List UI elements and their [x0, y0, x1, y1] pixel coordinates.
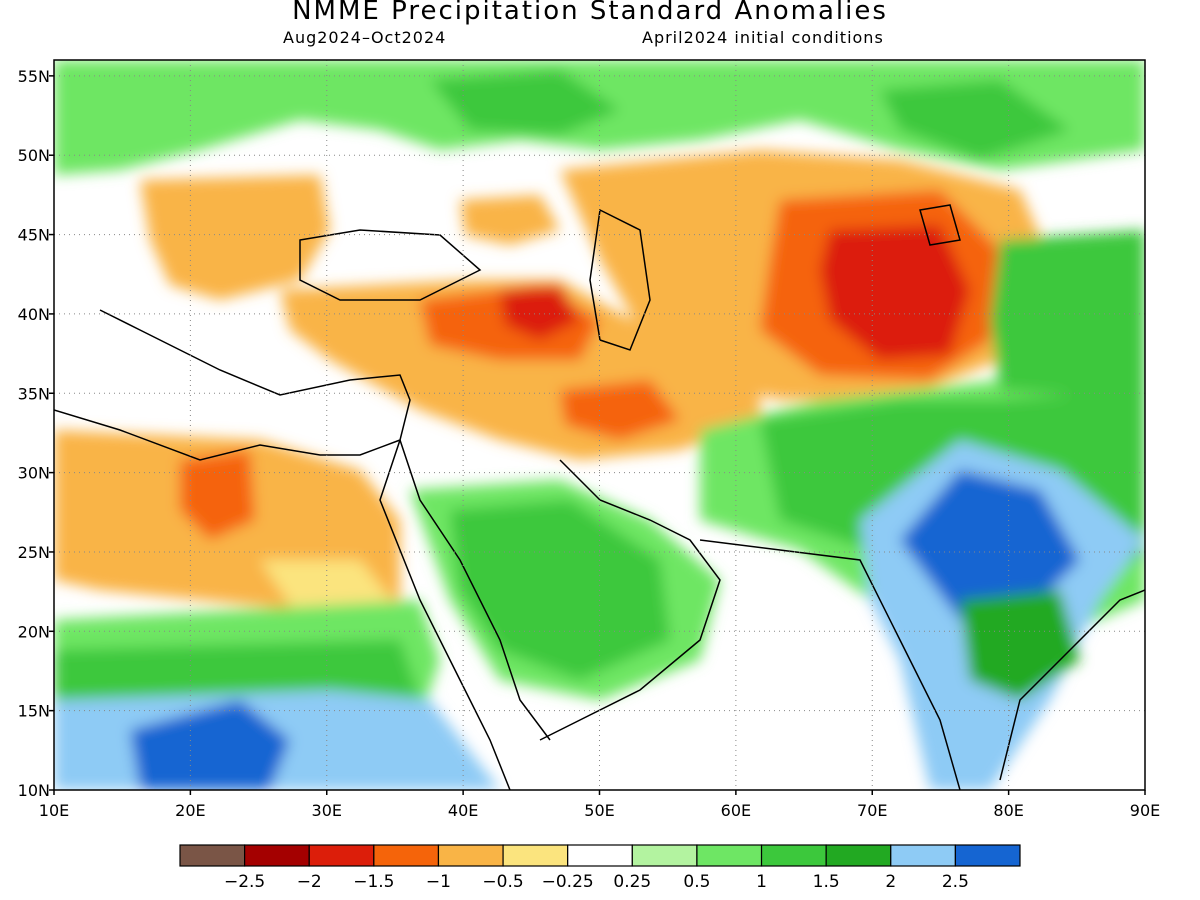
lat-lon-grid [49, 60, 1146, 795]
colorbar-labels: −2.5 −2 −1.5 −1 −0.5 −0.25 0.25 0.5 1 1.5 2 2.5 [224, 872, 969, 892]
colorbar-label: 1.5 [813, 872, 840, 892]
colorbar-label: −2 [297, 872, 322, 892]
lon-tick-label: 90E [1130, 801, 1160, 820]
colorbar-label: 0.25 [613, 872, 651, 892]
lat-tick-label: 55N [18, 67, 50, 86]
colorbar-label: 2.5 [942, 872, 969, 892]
colorbar-swatch [890, 844, 956, 867]
lat-tick-label: 10N [18, 781, 50, 800]
central-asia-core-dry-area [820, 225, 970, 360]
lat-tick-label: 35N [18, 384, 50, 403]
colorbar-label: −0.5 [482, 872, 523, 892]
colorbar-label: 2 [885, 872, 896, 892]
anomaly-field [54, 60, 1145, 790]
colorbar-label: −0.25 [542, 872, 594, 892]
lat-tick-label: 15N [18, 702, 50, 721]
tibet-wet-area [990, 230, 1145, 400]
balkans-dry-area [140, 175, 330, 300]
lat-tick-label: 20N [18, 622, 50, 641]
map-title: NMME Precipitation Standard Anomalies [292, 0, 888, 26]
east-india-wet-area [960, 590, 1080, 700]
chad-core-wet-area [130, 700, 290, 790]
lat-tick-label: 45N [18, 226, 50, 245]
lon-tick-label: 70E [857, 801, 887, 820]
lon-tick-label: 60E [721, 801, 751, 820]
colorbar-swatch [631, 844, 698, 867]
turkey-iran-drier-area [420, 285, 680, 440]
colorbar-label: −2.5 [224, 872, 265, 892]
map-frame [53, 59, 1146, 791]
colorbar-swatch [502, 844, 569, 867]
colorbar-swatch [437, 844, 504, 867]
coastlines [54, 204, 1145, 790]
lon-tick-label: 30E [312, 801, 342, 820]
colorbar [179, 844, 1021, 867]
colorbar-swatch [696, 844, 763, 867]
colorbar-swatch [760, 844, 827, 867]
lon-tick-label: 40E [448, 801, 478, 820]
lat-tick-label: 40N [18, 305, 50, 324]
colorbar-swatch [373, 844, 440, 867]
lon-tick-label: 80E [993, 801, 1023, 820]
lat-tick-label: 50N [18, 146, 50, 165]
colorbar-swatch [954, 844, 1021, 867]
lon-tick-label: 50E [584, 801, 614, 820]
colorbar-swatch [567, 844, 633, 867]
lon-tick-label: 20E [175, 801, 205, 820]
lat-tick-label: 30N [18, 464, 50, 483]
libya-drier-area [180, 450, 255, 540]
forecast-period: Aug2024–Oct2024 [283, 28, 447, 47]
russia-wetter-area [430, 70, 1070, 160]
arabia-wetter-area [450, 500, 670, 680]
colorbar-label: −1.5 [353, 872, 394, 892]
caucasus-core-dry-area [500, 285, 580, 340]
colorbar-label: 0.5 [683, 872, 710, 892]
longitude-labels: 10E 20E 30E 40E 50E 60E 70E 80E 90E [39, 801, 1160, 820]
caspian-dry-area [460, 195, 560, 245]
lat-tick-label: 25N [18, 543, 50, 562]
colorbar-label: 1 [756, 872, 767, 892]
colorbar-swatch [244, 844, 310, 867]
india-core-wet-area [900, 470, 1080, 620]
lon-tick-label: 10E [39, 801, 69, 820]
initial-conditions: April2024 initial conditions [642, 28, 884, 47]
colorbar-swatch [825, 844, 892, 867]
colorbar-label: −1 [426, 872, 451, 892]
colorbar-swatch [308, 844, 375, 867]
latitude-labels: 10N 15N 20N 25N 30N 35N 40N 45N 50N 55N [18, 67, 50, 800]
colorbar-swatch [179, 844, 246, 867]
